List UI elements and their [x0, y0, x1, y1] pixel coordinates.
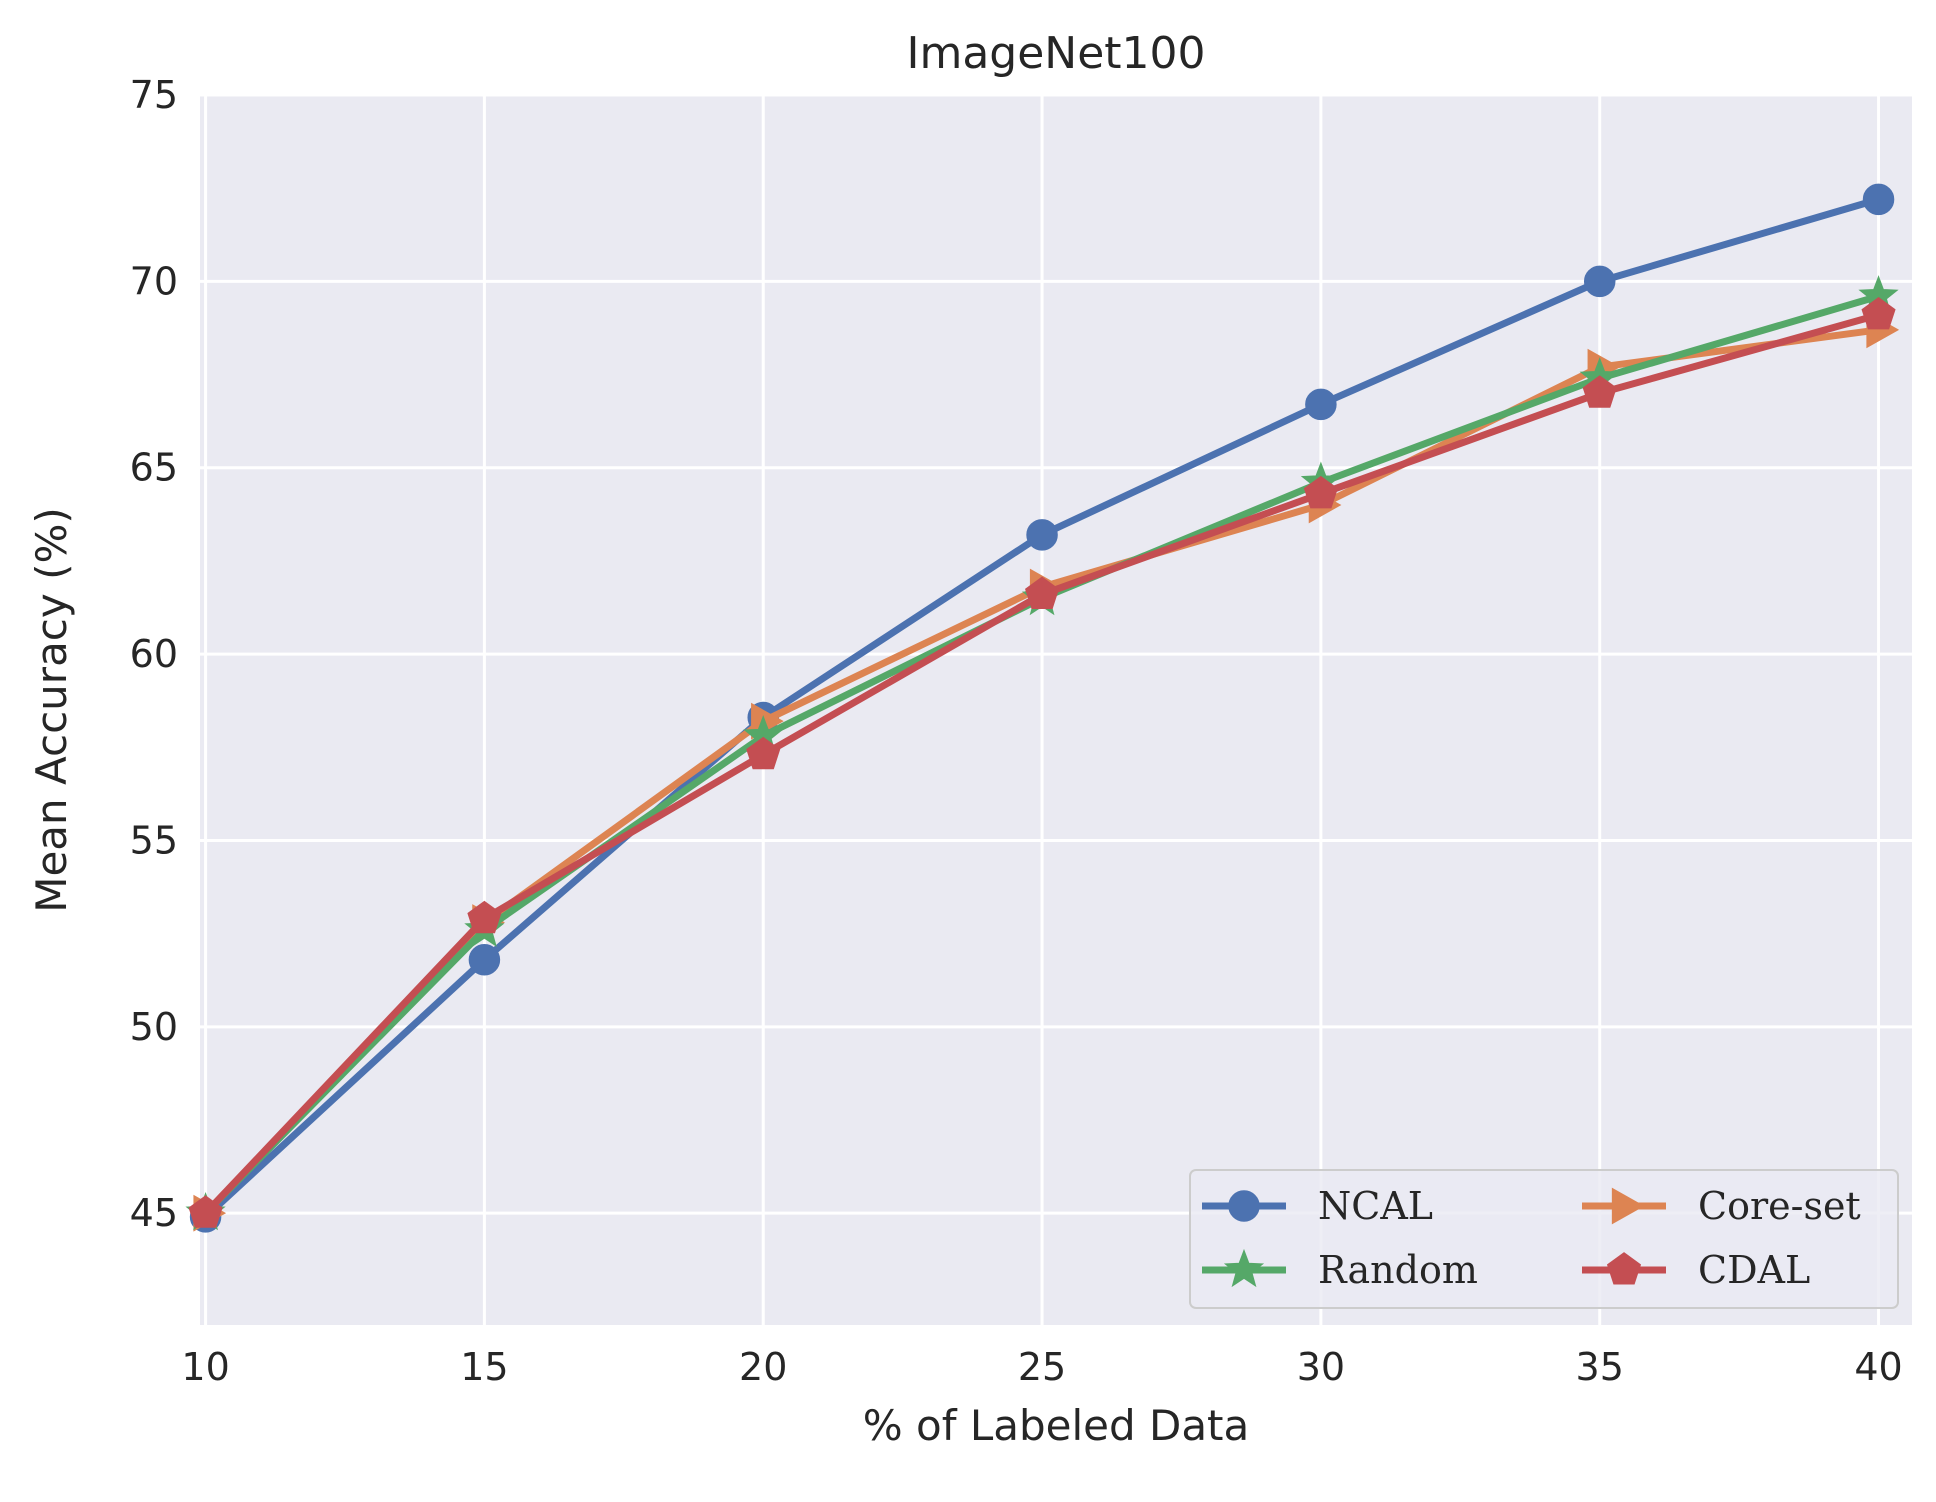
data-point	[468, 943, 501, 976]
x-tick-label: 40	[1854, 1345, 1902, 1389]
y-axis-label: Mean Accuracy (%)	[27, 507, 76, 913]
x-tick-label: 25	[1018, 1345, 1066, 1389]
data-point	[1583, 265, 1616, 298]
legend-marker	[1223, 1248, 1265, 1288]
legend-box	[1189, 1169, 1899, 1309]
legend-entry: CDAL	[1582, 1248, 1810, 1292]
legend-marker	[1228, 1190, 1260, 1222]
data-point	[1025, 576, 1060, 609]
data-point	[1582, 375, 1617, 408]
y-tick-label: 75	[130, 73, 178, 117]
data-point	[746, 736, 781, 770]
legend-marker	[1606, 1252, 1642, 1285]
legend-label: Core-set	[1698, 1184, 1861, 1228]
y-tick-label: 60	[130, 632, 178, 676]
tick-layer: 10 15 20 25 30 35 40 45 50 55 60 65 70 75	[130, 73, 1903, 1389]
legend-entry: NCAL	[1202, 1184, 1433, 1228]
data-point	[1862, 183, 1895, 216]
data-point	[1026, 519, 1058, 551]
legend-label: Random	[1318, 1248, 1478, 1292]
data-point	[188, 1195, 223, 1228]
x-tick-label: 10	[181, 1345, 229, 1389]
x-tick-label: 15	[460, 1345, 508, 1389]
data-point	[1305, 388, 1337, 421]
y-tick-label: 55	[130, 818, 178, 862]
legend: NCAL Core-set Random CDAL	[1189, 1169, 1899, 1309]
x-tick-label: 20	[739, 1345, 787, 1389]
series-cdal	[188, 296, 1896, 1228]
data-point	[1303, 475, 1338, 509]
legend-label: CDAL	[1698, 1248, 1810, 1292]
legend-entry: Core-set	[1582, 1184, 1861, 1228]
data-point	[467, 900, 502, 934]
x-tick-label: 35	[1576, 1345, 1624, 1389]
y-tick-label: 65	[130, 446, 178, 490]
plot-area	[200, 95, 1912, 1325]
y-tick-label: 70	[130, 259, 178, 303]
legend-entries: NCAL Core-set Random CDAL	[1202, 1184, 1861, 1292]
x-tick-label: 30	[1297, 1345, 1345, 1389]
y-tick-label: 45	[130, 1191, 178, 1235]
legend-marker	[1611, 1187, 1645, 1225]
y-tick-label: 50	[130, 1005, 178, 1049]
data-point	[1861, 296, 1896, 330]
series-layer	[185, 183, 1900, 1233]
x-axis-label: % of Labeled Data	[863, 1401, 1250, 1450]
legend-label: NCAL	[1318, 1184, 1433, 1228]
chart-title: ImageNet100	[906, 28, 1205, 79]
legend-entry: Random	[1202, 1248, 1478, 1292]
